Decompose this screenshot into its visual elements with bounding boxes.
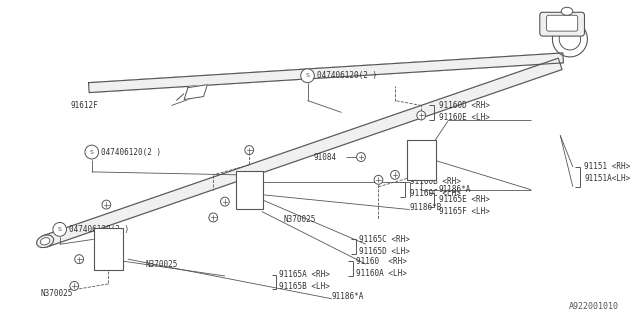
Text: 91160  <RH>: 91160 <RH>: [356, 257, 407, 266]
Text: N370025: N370025: [40, 289, 72, 298]
Circle shape: [209, 213, 218, 222]
Circle shape: [221, 197, 229, 206]
Polygon shape: [88, 53, 563, 92]
Ellipse shape: [561, 7, 573, 15]
Text: 91160E <LH>: 91160E <LH>: [438, 113, 490, 122]
Polygon shape: [44, 58, 562, 247]
Text: 91160B <RH>: 91160B <RH>: [410, 177, 460, 186]
Text: 91160C <LH>: 91160C <LH>: [410, 189, 460, 198]
Text: 91186*A: 91186*A: [332, 292, 364, 301]
Text: 91612F: 91612F: [71, 101, 99, 110]
Circle shape: [102, 200, 111, 209]
Text: 91151A<LH>: 91151A<LH>: [584, 174, 631, 183]
Text: 91084: 91084: [314, 153, 337, 162]
Circle shape: [301, 69, 314, 83]
FancyBboxPatch shape: [406, 140, 436, 180]
Circle shape: [85, 145, 99, 159]
Circle shape: [374, 175, 383, 184]
Text: 91165C <RH>: 91165C <RH>: [359, 235, 410, 244]
Text: S: S: [58, 227, 61, 232]
Text: 91165B <LH>: 91165B <LH>: [279, 282, 330, 292]
Text: 91160D <RH>: 91160D <RH>: [438, 101, 490, 110]
Circle shape: [417, 111, 426, 120]
Circle shape: [70, 281, 79, 290]
Ellipse shape: [40, 238, 50, 245]
Text: 91165F <LH>: 91165F <LH>: [438, 207, 490, 216]
FancyBboxPatch shape: [540, 12, 584, 36]
Text: 91186*A: 91186*A: [438, 185, 471, 194]
Text: A922001010: A922001010: [568, 302, 618, 311]
Circle shape: [75, 255, 83, 264]
Text: 91151 <RH>: 91151 <RH>: [584, 163, 631, 172]
Text: 047406120(2 ): 047406120(2 ): [317, 71, 378, 80]
Text: 91165E <RH>: 91165E <RH>: [438, 195, 490, 204]
Text: 047406120(2 ): 047406120(2 ): [102, 148, 162, 156]
FancyBboxPatch shape: [547, 15, 578, 31]
Circle shape: [245, 146, 253, 155]
Ellipse shape: [36, 235, 54, 248]
Text: 91160A <LH>: 91160A <LH>: [356, 268, 407, 277]
Text: 91165D <LH>: 91165D <LH>: [359, 247, 410, 256]
Text: N370025: N370025: [284, 215, 316, 224]
Circle shape: [53, 222, 67, 236]
Text: S: S: [305, 73, 310, 78]
Circle shape: [356, 153, 365, 162]
Circle shape: [390, 171, 399, 179]
Text: 91165A <RH>: 91165A <RH>: [279, 270, 330, 279]
FancyBboxPatch shape: [93, 228, 123, 270]
Text: N370025: N370025: [145, 260, 177, 268]
Polygon shape: [184, 85, 207, 100]
FancyBboxPatch shape: [236, 171, 263, 209]
Text: 91186*B: 91186*B: [410, 203, 442, 212]
Text: 047406120(2 ): 047406120(2 ): [69, 225, 129, 234]
Text: S: S: [90, 149, 93, 155]
